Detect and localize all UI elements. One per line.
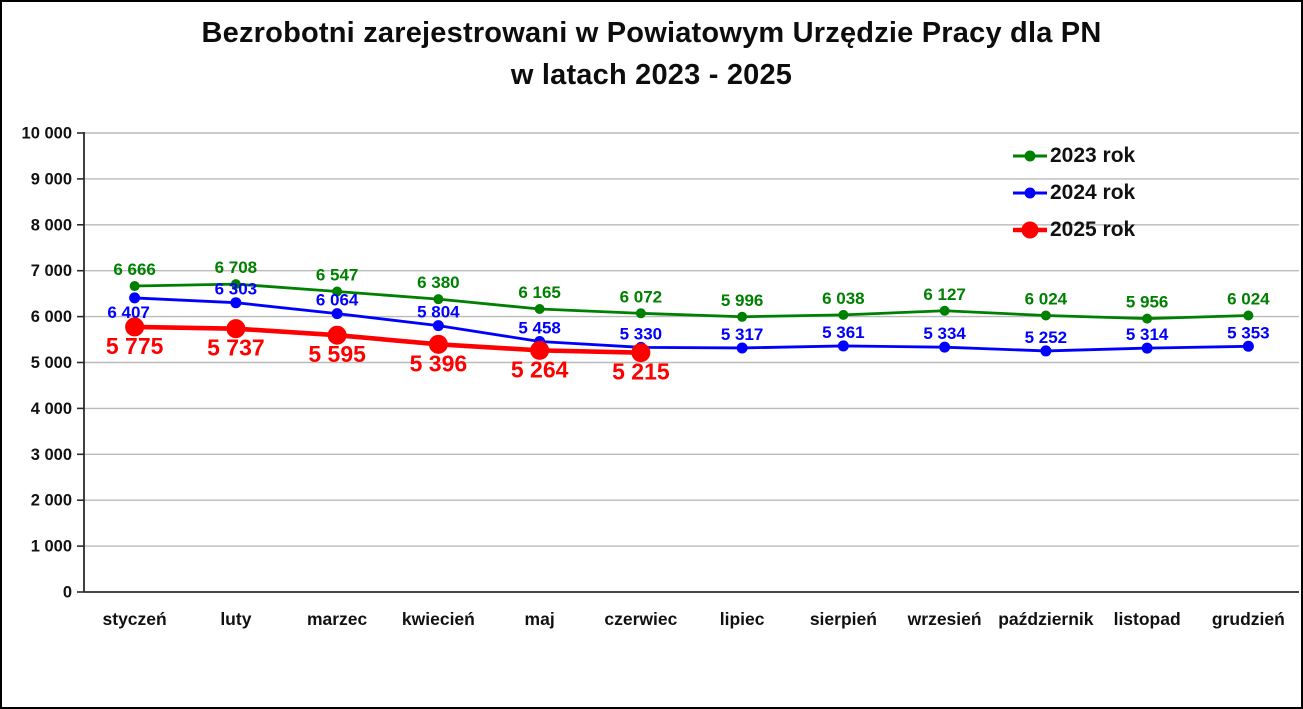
data-label-2023: 6 024 — [1227, 289, 1270, 308]
data-label-2024: 5 252 — [1025, 328, 1068, 347]
y-axis-label: 3 000 — [31, 446, 72, 464]
x-axis-label: maj — [525, 609, 555, 629]
data-point-2024 — [129, 292, 141, 304]
data-point-2024 — [1141, 342, 1153, 354]
y-axis-label: 10 000 — [22, 125, 72, 143]
data-label-2023: 6 380 — [417, 273, 460, 292]
legend-item-2025: 2025 rok — [1012, 211, 1135, 248]
x-axis-label: czerwiec — [604, 609, 677, 629]
data-point-2024 — [1040, 345, 1052, 357]
series-line-2025 — [134, 324, 641, 355]
data-point-2025 — [125, 317, 145, 337]
data-point-2024 — [432, 320, 444, 332]
legend-label-2025: 2025 rok — [1050, 217, 1136, 241]
data-label-2024: 5 353 — [1227, 323, 1270, 342]
data-point-2025 — [428, 334, 448, 354]
data-label-2025: 5 775 — [106, 333, 164, 359]
data-label-2024: 5 314 — [1126, 325, 1169, 344]
data-label-2025: 5 264 — [511, 356, 569, 382]
data-label-2023: 6 666 — [113, 260, 156, 279]
x-axis-label: kwiecień — [402, 609, 475, 629]
x-axis-label: grudzień — [1212, 609, 1285, 629]
data-label-2025: 5 396 — [410, 350, 468, 376]
data-point-2025 — [631, 343, 651, 363]
data-label-2025: 5 595 — [308, 341, 366, 367]
x-axis-label: listopad — [1114, 609, 1181, 629]
legend-item-2024: 2024 rok — [1012, 174, 1135, 211]
legend-marker-2023-icon — [1013, 150, 1047, 161]
chart-title-line2: w latach 2023 - 2025 — [510, 59, 793, 91]
x-axis-label: lipiec — [720, 609, 765, 629]
series-line-2024 — [134, 296, 1249, 353]
legend-label-2023: 2023 rok — [1050, 143, 1136, 167]
data-label-2023: 6 038 — [822, 289, 865, 308]
x-axis-label: styczeń — [103, 609, 167, 629]
data-point-2024 — [939, 341, 951, 353]
data-point-2023 — [939, 305, 950, 316]
data-point-2024 — [1242, 340, 1254, 352]
data-point-2024 — [230, 297, 242, 309]
data-label-2024: 5 334 — [923, 324, 966, 343]
data-label-2024: 5 804 — [417, 303, 460, 322]
data-label-2024: 6 303 — [215, 280, 258, 299]
y-axis-label: 4 000 — [31, 400, 72, 418]
y-axis-label: 1 000 — [31, 538, 72, 556]
data-point-2023 — [737, 311, 748, 322]
data-point-2023 — [433, 294, 444, 305]
data-point-2023 — [1040, 310, 1051, 321]
data-label-2023: 6 708 — [215, 258, 258, 277]
x-axis-label: luty — [220, 609, 251, 629]
data-label-2023: 6 547 — [316, 265, 359, 284]
y-axis-label: 0 — [63, 584, 72, 602]
y-axis-label: 2 000 — [31, 492, 72, 510]
data-label-2024: 5 361 — [822, 323, 865, 342]
legend-marker-2024-icon — [1013, 187, 1047, 198]
y-axis-label: 9 000 — [31, 170, 72, 188]
y-axis-label: 7 000 — [31, 262, 72, 280]
chart-legend: 2023 rok 2024 rok 2025 rok — [1012, 137, 1135, 248]
data-label-2024: 5 458 — [518, 318, 561, 337]
data-point-2024 — [331, 308, 343, 320]
data-point-2023 — [838, 309, 849, 320]
data-label-2023: 6 072 — [620, 287, 663, 306]
x-axis-label: sierpień — [810, 609, 877, 629]
y-axis-label: 6 000 — [31, 308, 72, 326]
x-axis-label: październik — [998, 609, 1094, 629]
data-label-2025: 5 215 — [612, 359, 670, 385]
x-axis-label: wrzesień — [907, 609, 982, 629]
legend-item-2023: 2023 rok — [1012, 137, 1135, 174]
data-point-2023 — [534, 304, 545, 315]
data-point-2023 — [635, 308, 646, 319]
data-label-2023: 6 127 — [923, 285, 966, 304]
chart-title-line1: Bezrobotni zarejestrowani w Powiatowym U… — [201, 17, 1102, 49]
data-label-2024: 5 317 — [721, 325, 764, 344]
data-label-2023: 5 996 — [721, 291, 764, 310]
data-label-2024: 5 330 — [620, 324, 663, 343]
y-axis-label: 5 000 — [31, 354, 72, 372]
data-point-2025 — [530, 340, 550, 360]
data-point-2024 — [736, 342, 748, 354]
data-point-2024 — [837, 340, 849, 352]
chart-title: Bezrobotni zarejestrowani w Powiatowym U… — [2, 12, 1301, 96]
data-label-2023: 5 956 — [1126, 293, 1169, 312]
data-point-2023 — [1243, 310, 1254, 321]
data-point-2025 — [327, 325, 347, 345]
data-point-2023 — [230, 279, 241, 290]
data-label-2023: 6 024 — [1025, 289, 1068, 308]
data-point-2023 — [1142, 313, 1153, 324]
data-point-2023 — [332, 286, 343, 297]
data-point-2025 — [226, 319, 246, 339]
data-point-2023 — [129, 281, 140, 292]
legend-label-2024: 2024 rok — [1050, 180, 1136, 204]
data-label-2024: 6 064 — [316, 291, 359, 310]
data-label-2024: 6 407 — [107, 303, 150, 322]
x-axis-label: marzec — [307, 609, 368, 629]
legend-marker-2025-icon — [1013, 221, 1047, 238]
series-line-2023 — [134, 282, 1249, 321]
data-label-2025: 5 737 — [207, 335, 265, 361]
data-label-2023: 6 165 — [518, 283, 561, 302]
y-axis-label: 8 000 — [31, 216, 72, 234]
